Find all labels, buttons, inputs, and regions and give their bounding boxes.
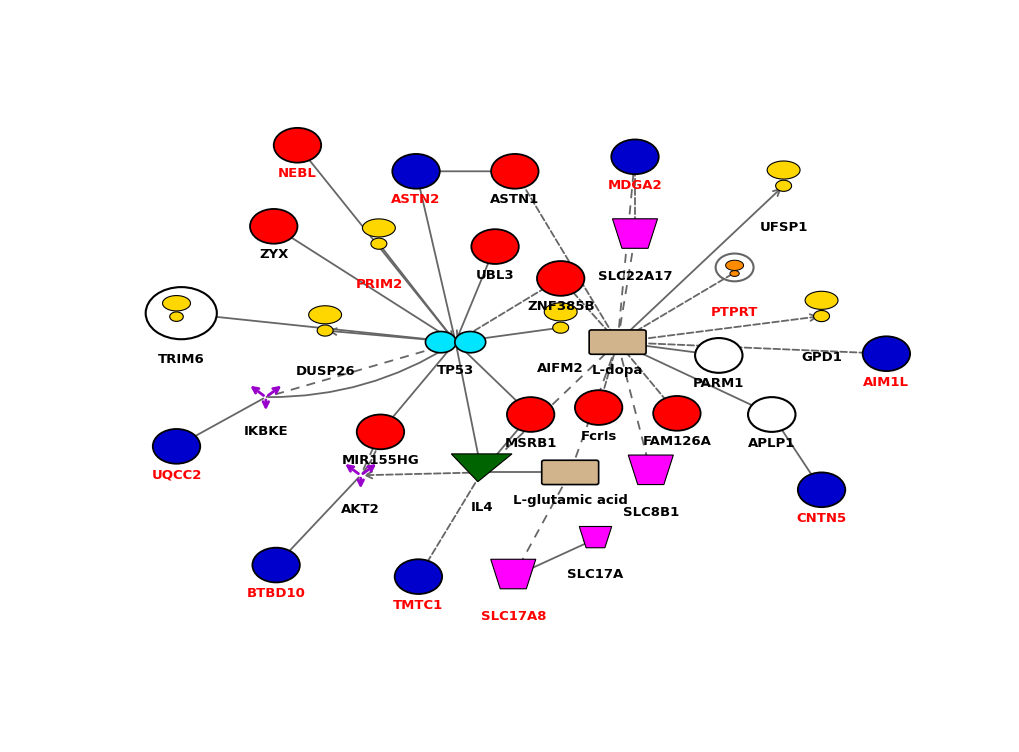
Ellipse shape: [454, 332, 485, 353]
Text: L-glutamic acid: L-glutamic acid: [513, 494, 627, 508]
Text: AKT2: AKT2: [341, 503, 380, 516]
Text: GPD1: GPD1: [800, 350, 841, 364]
Polygon shape: [766, 161, 799, 179]
Circle shape: [797, 472, 845, 507]
Text: MIR155HG: MIR155HG: [341, 454, 419, 467]
Text: PRIM2: PRIM2: [355, 278, 403, 292]
Text: IL4: IL4: [470, 502, 492, 514]
Circle shape: [153, 429, 200, 464]
FancyArrowPatch shape: [362, 437, 381, 473]
Circle shape: [536, 261, 584, 296]
Polygon shape: [371, 238, 386, 249]
Text: DUSP26: DUSP26: [296, 365, 355, 378]
Text: NEBL: NEBL: [278, 167, 317, 180]
Circle shape: [575, 390, 622, 425]
Circle shape: [394, 559, 441, 594]
Text: TMTC1: TMTC1: [393, 599, 443, 611]
FancyBboxPatch shape: [541, 460, 598, 484]
Circle shape: [506, 397, 554, 432]
Polygon shape: [579, 526, 611, 547]
Circle shape: [273, 128, 321, 162]
Circle shape: [652, 396, 700, 431]
Text: FcrIs: FcrIs: [580, 429, 616, 443]
Circle shape: [252, 547, 300, 582]
Polygon shape: [552, 322, 569, 333]
Text: SLC17A: SLC17A: [567, 568, 623, 581]
Polygon shape: [317, 325, 333, 336]
Text: ZNF385B: ZNF385B: [527, 301, 594, 314]
Polygon shape: [774, 180, 791, 191]
Polygon shape: [362, 219, 395, 237]
Polygon shape: [309, 306, 341, 324]
Text: ASTN2: ASTN2: [391, 193, 440, 206]
Ellipse shape: [425, 332, 455, 353]
Text: BTBD10: BTBD10: [247, 587, 306, 600]
Text: AIFM2: AIFM2: [537, 362, 584, 375]
Text: PTPRT: PTPRT: [710, 306, 757, 319]
Polygon shape: [804, 291, 838, 309]
Text: UFSP1: UFSP1: [759, 220, 807, 234]
Polygon shape: [490, 559, 535, 589]
Circle shape: [250, 209, 298, 244]
Text: AIM1L: AIM1L: [862, 376, 909, 389]
Text: IKBKE: IKBKE: [244, 425, 288, 438]
Text: UBL3: UBL3: [475, 268, 514, 281]
Circle shape: [694, 338, 742, 373]
Polygon shape: [611, 219, 657, 248]
Text: MSRB1: MSRB1: [504, 436, 556, 450]
Polygon shape: [813, 311, 828, 322]
Text: ASTN1: ASTN1: [490, 193, 539, 206]
Polygon shape: [544, 303, 577, 321]
Circle shape: [392, 154, 439, 189]
Text: TP53: TP53: [436, 364, 474, 377]
FancyBboxPatch shape: [589, 330, 645, 354]
Circle shape: [862, 336, 909, 371]
Circle shape: [747, 397, 795, 432]
Polygon shape: [169, 312, 183, 321]
Text: SLC17A8: SLC17A8: [480, 610, 545, 623]
Circle shape: [146, 287, 217, 339]
Text: MDGA2: MDGA2: [607, 179, 661, 192]
Text: APLP1: APLP1: [747, 436, 795, 450]
Circle shape: [491, 154, 538, 189]
Text: FAM126A: FAM126A: [642, 435, 710, 448]
Text: CNTN5: CNTN5: [796, 512, 846, 525]
Text: SLC8B1: SLC8B1: [622, 506, 679, 519]
Text: PARM1: PARM1: [693, 378, 744, 390]
Circle shape: [357, 414, 404, 449]
Circle shape: [610, 139, 658, 174]
Text: ZYX: ZYX: [259, 248, 288, 261]
Text: L-dopa: L-dopa: [591, 364, 643, 377]
Circle shape: [471, 229, 519, 264]
Text: TRIM6: TRIM6: [158, 353, 205, 365]
Polygon shape: [730, 271, 739, 277]
Polygon shape: [628, 455, 673, 484]
Polygon shape: [450, 454, 512, 482]
Text: UQCC2: UQCC2: [151, 468, 202, 481]
Text: SLC22A17: SLC22A17: [597, 270, 672, 283]
Polygon shape: [725, 260, 743, 271]
FancyArrowPatch shape: [268, 344, 451, 397]
Polygon shape: [162, 296, 191, 311]
